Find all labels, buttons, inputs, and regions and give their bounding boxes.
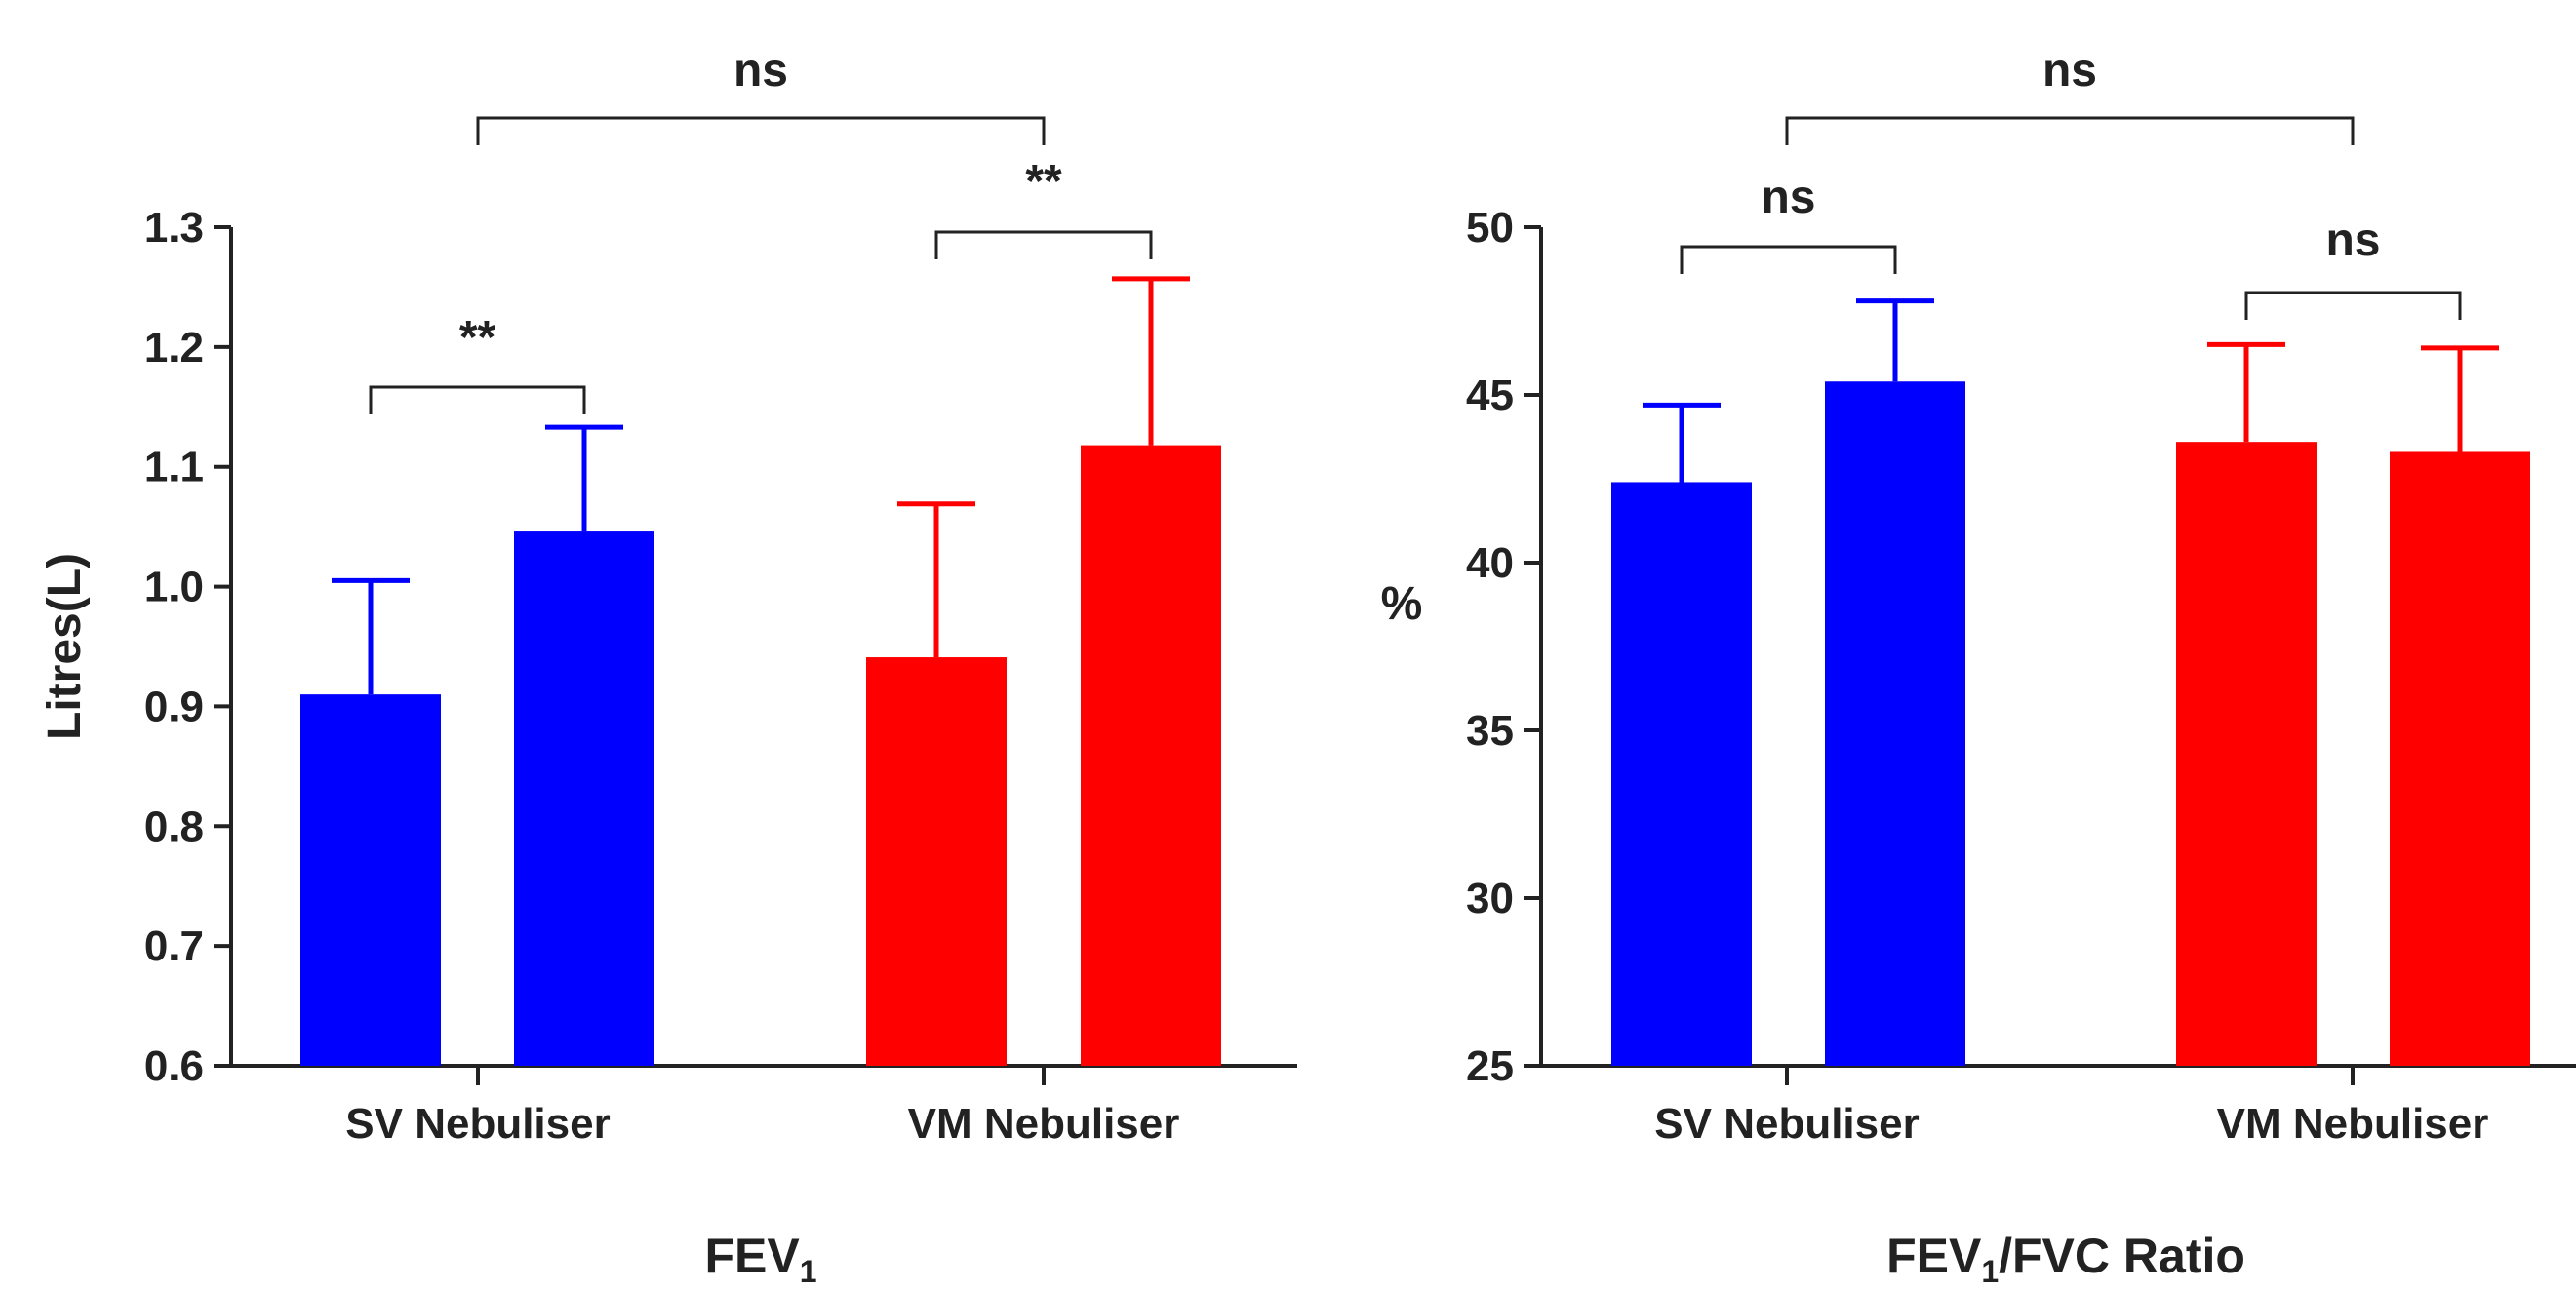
bar-vm-1 [866, 657, 1007, 1066]
y-tick-label: 25 [1466, 1042, 1514, 1090]
category-label: SV Nebuliser [345, 1100, 610, 1148]
significance-bracket [1785, 116, 2355, 145]
y-tick-label: 0.8 [144, 803, 204, 850]
y-tick-label: 1.3 [144, 204, 204, 252]
bar-vm-2 [2390, 451, 2530, 1067]
y-tick-label: 40 [1466, 539, 1514, 587]
significance-label: ns [1761, 172, 1815, 223]
x-axis-title-main: FEV [704, 1229, 800, 1283]
y-tick-label: 35 [1466, 707, 1514, 755]
chart-fev1-fvc-ratio: 25 30 35 40 45 50% SV Nebuliser VM Nebuliser ns n… [1381, 45, 2576, 1289]
y-tick-label: 0.6 [144, 1042, 204, 1090]
category-label: VM Nebuliser [908, 1100, 1180, 1148]
y-tick-label: 1.1 [144, 444, 204, 491]
significance-label: ** [1025, 156, 1062, 208]
significance-label: ** [459, 312, 496, 364]
significance-bracket [369, 385, 586, 414]
x-axis-title: FEV1 [704, 1229, 816, 1289]
y-tick-label: 0.9 [144, 683, 204, 730]
y-axis-label: % [1381, 578, 1423, 630]
significance-bracket [934, 230, 1153, 259]
bar-sv-2 [1825, 381, 1965, 1066]
significance-label: ns [733, 45, 788, 97]
x-axis-title-suffix: /FVC Ratio [1999, 1229, 2245, 1283]
bar-sv-1 [1611, 482, 1752, 1066]
significance-bracket [476, 116, 1046, 145]
significance-label: ns [2325, 215, 2380, 266]
y-tick-label: 45 [1466, 372, 1514, 419]
significance-bracket [2244, 291, 2462, 320]
bar-sv-1 [300, 694, 441, 1066]
x-axis-title: FEV1/FVC Ratio [1886, 1229, 2245, 1289]
y-tick-label: 1.2 [144, 324, 204, 372]
significance-label: ns [2042, 45, 2097, 97]
category-label: VM Nebuliser [2217, 1100, 2489, 1148]
category-label: SV Nebuliser [1654, 1100, 1919, 1148]
bar-vm-1 [2176, 442, 2317, 1066]
significance-bracket [1680, 245, 1897, 274]
y-tick-label: 0.7 [144, 922, 204, 970]
chart-fev1: 0.6 0.7 0.8 0.9 1.0 1.1 1.2 1.3 Litres(L) SV Nebu… [39, 45, 1297, 1289]
bar-sv-2 [514, 531, 654, 1066]
y-axis-label: Litres(L) [39, 553, 91, 740]
x-axis-title-subscript: 1 [1981, 1254, 1999, 1289]
x-axis-title-main: FEV [1886, 1229, 1982, 1283]
x-axis-title-subscript: 1 [800, 1254, 817, 1289]
bar-vm-2 [1081, 445, 1221, 1067]
y-tick-label: 1.0 [144, 564, 204, 611]
y-tick-label: 50 [1466, 204, 1514, 252]
y-tick-label: 30 [1466, 875, 1514, 922]
